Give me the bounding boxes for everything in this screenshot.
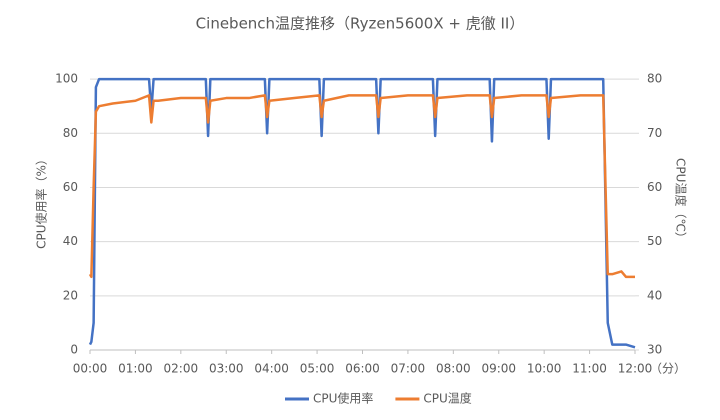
legend-label: CPU温度 bbox=[423, 391, 471, 406]
y2-axis-title: CPU温度（℃） bbox=[674, 158, 689, 244]
y2-tick-label: 80 bbox=[647, 72, 662, 86]
x-tick-label: 02:00 bbox=[164, 362, 199, 376]
y2-tick-label: 60 bbox=[647, 180, 662, 194]
y2-tick-label: 40 bbox=[647, 288, 662, 302]
x-tick-label: 01:00 bbox=[118, 362, 153, 376]
y-tick-label: 0 bbox=[70, 343, 78, 357]
x-tick-label: 10:00 bbox=[527, 362, 562, 376]
series-line bbox=[88, 94, 635, 279]
x-tick-label: 11:00 bbox=[572, 362, 607, 376]
x-tick-label: 04:00 bbox=[254, 362, 289, 376]
y-axis-title: CPU使用率（%） bbox=[34, 153, 49, 249]
x-tick-label: 09:00 bbox=[481, 362, 516, 376]
y-tick-label: 40 bbox=[63, 234, 78, 248]
y-tick-label: 60 bbox=[63, 180, 78, 194]
x-tick-label: 05:00 bbox=[300, 362, 335, 376]
chart-title: Cinebench温度推移（Ryzen5600X + 虎徹 II） bbox=[196, 15, 525, 33]
x-axis-title: （分） bbox=[650, 362, 686, 376]
legend-label: CPU使用率 bbox=[313, 391, 373, 406]
x-tick-label: 00:00 bbox=[73, 362, 108, 376]
x-tick-label: 12:00 bbox=[618, 362, 653, 376]
y-tick-label: 80 bbox=[63, 126, 78, 140]
y-tick-label: 20 bbox=[63, 288, 78, 302]
x-tick-label: 03:00 bbox=[209, 362, 244, 376]
y2-tick-label: 70 bbox=[647, 126, 662, 140]
y2-tick-label: 30 bbox=[647, 343, 662, 357]
x-tick-label: 06:00 bbox=[345, 362, 380, 376]
y-tick-label: 100 bbox=[55, 72, 78, 86]
y2-tick-label: 50 bbox=[647, 234, 662, 248]
x-tick-label: 08:00 bbox=[436, 362, 471, 376]
x-tick-label: 07:00 bbox=[391, 362, 426, 376]
